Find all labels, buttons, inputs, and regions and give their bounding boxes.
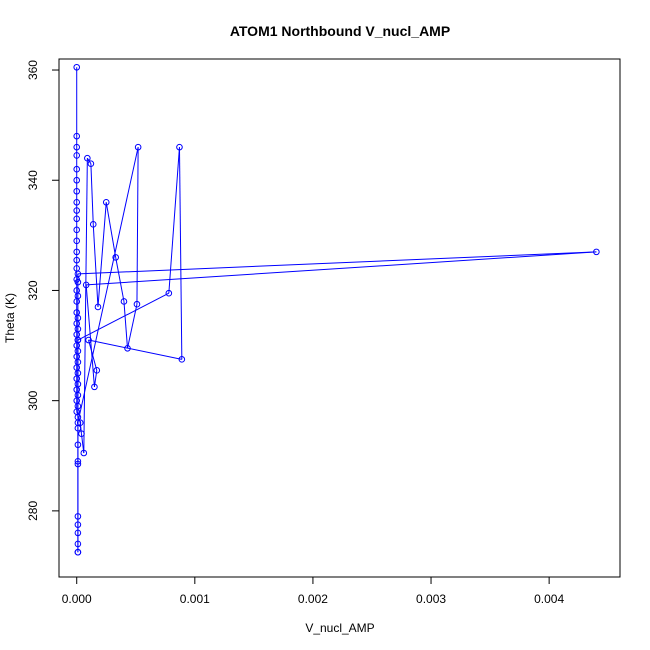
series-line-segment: [178, 147, 183, 360]
series-line-segment: [86, 251, 597, 286]
x-tick-label: 0.004: [534, 592, 564, 606]
data-point: [73, 207, 81, 214]
data-point: [74, 413, 82, 421]
data-point: [74, 521, 82, 528]
series-line-segment: [105, 202, 117, 258]
data-point: [73, 237, 81, 245]
data-point: [73, 226, 81, 234]
data-point: [74, 270, 82, 278]
x-axis: 0.000 0.001 0.002 0.003 0.004: [62, 576, 564, 606]
data-point: [112, 254, 119, 261]
data-point: [73, 152, 81, 159]
y-tick-label: 300: [26, 390, 40, 410]
y-axis: 280 300 320 340 360: [26, 60, 60, 521]
data-point: [124, 345, 131, 352]
data-point: [74, 548, 82, 556]
data-point: [73, 132, 81, 140]
data-point: [102, 198, 110, 206]
series-line-segment: [77, 147, 139, 423]
data-point: [74, 325, 82, 333]
series-line-segment: [88, 339, 98, 371]
data-point: [74, 424, 82, 432]
data-point: [84, 154, 91, 162]
data-point: [74, 358, 82, 366]
series-line-segment: [123, 301, 128, 349]
data-point: [80, 449, 88, 457]
data-point: [176, 143, 183, 151]
data-point: [73, 248, 81, 256]
data-point: [178, 356, 186, 363]
y-tick-label: 280: [26, 501, 40, 521]
data-point: [73, 143, 81, 151]
y-axis-title: Theta (K): [3, 293, 17, 343]
data-point: [93, 367, 101, 374]
data-point: [94, 303, 102, 311]
data-point: [76, 419, 84, 427]
data-point: [89, 221, 97, 228]
data-point: [73, 187, 81, 195]
y-tick-label: 360: [26, 60, 40, 80]
series-line-segment: [85, 284, 95, 387]
data-point: [134, 143, 142, 151]
x-axis-title: V_nucl_AMP: [305, 621, 374, 635]
series-line-segment: [83, 158, 88, 454]
data-point: [74, 380, 82, 388]
data-point: [73, 256, 81, 264]
data-point: [74, 441, 82, 449]
data-point: [74, 457, 82, 465]
data-point: [74, 391, 82, 399]
series-line-segment: [90, 163, 94, 225]
data-point: [78, 430, 85, 438]
y-tick-label: 340: [26, 170, 40, 190]
data-point: [73, 63, 81, 71]
x-tick-label: 0.001: [180, 592, 210, 606]
series-line-segment: [88, 339, 182, 360]
x-tick-label: 0.000: [62, 592, 92, 606]
data-point: [74, 336, 82, 344]
data-point: [74, 292, 82, 300]
data-point: [91, 383, 98, 391]
chart-title: ATOM1 Northbound V_nucl_AMP: [230, 23, 450, 39]
data-point: [74, 347, 82, 355]
data-point: [165, 289, 173, 297]
data-point: [73, 176, 81, 184]
data-layer: [73, 63, 600, 556]
data-point: [85, 336, 92, 344]
series-line-segment: [97, 202, 107, 308]
data-point: [74, 529, 82, 537]
series-line-segment: [136, 147, 139, 305]
data-point: [74, 402, 82, 410]
data-point: [74, 460, 82, 468]
data-point: [593, 248, 600, 256]
series-line-segment: [115, 257, 125, 302]
x-tick-label: 0.003: [416, 592, 446, 606]
series-line-segment: [92, 224, 99, 308]
data-point: [74, 278, 82, 286]
data-point: [87, 160, 95, 168]
series-line-segment: [77, 292, 170, 341]
data-point: [133, 300, 141, 308]
data-point: [74, 369, 82, 377]
data-point: [82, 281, 90, 289]
x-tick-label: 0.002: [298, 592, 328, 606]
data-point: [74, 540, 82, 548]
series-line-segment: [77, 251, 597, 275]
data-point: [73, 198, 81, 206]
series-line-segment: [127, 304, 138, 349]
y-tick-label: 320: [26, 280, 40, 300]
data-point: [74, 314, 82, 322]
series-line-segment: [168, 147, 180, 294]
data-point: [73, 165, 81, 173]
data-point: [73, 215, 81, 223]
data-point: [74, 513, 82, 520]
data-point: [120, 298, 128, 305]
